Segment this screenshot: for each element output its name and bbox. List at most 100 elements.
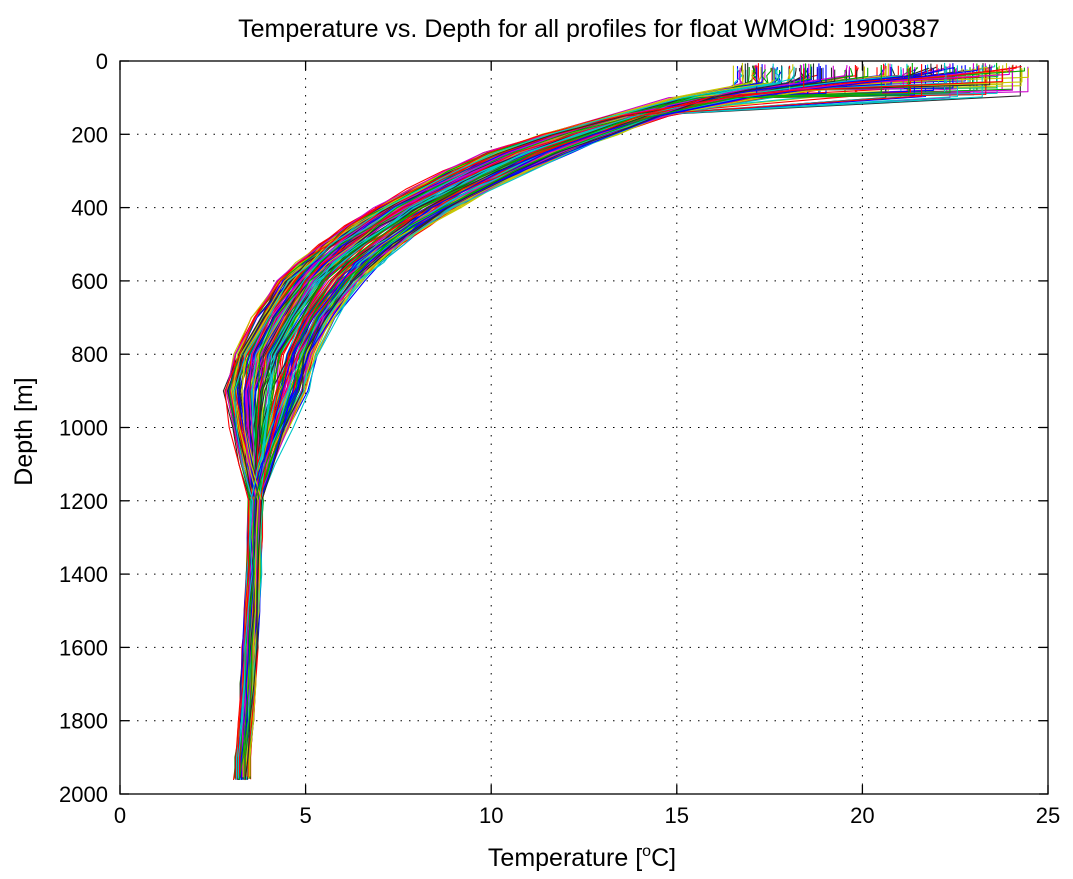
profile-line xyxy=(236,63,951,777)
profile-line xyxy=(236,69,998,780)
profile-line xyxy=(245,63,885,776)
profile-line xyxy=(244,63,886,776)
profile-line xyxy=(246,65,909,778)
profile-line xyxy=(242,68,974,777)
profile-line xyxy=(242,67,975,778)
profile-line xyxy=(236,67,833,778)
profile-line xyxy=(244,65,848,780)
profile-line xyxy=(236,68,1023,777)
profile-line xyxy=(247,68,885,777)
profile-line xyxy=(240,66,896,780)
profile-line xyxy=(248,68,887,778)
profiles xyxy=(222,62,1029,781)
profile-line xyxy=(233,64,923,777)
profile-line xyxy=(246,64,929,777)
profile-line xyxy=(236,66,911,780)
profile-line xyxy=(242,63,986,777)
profile-line xyxy=(241,63,889,776)
y-tick-label: 0 xyxy=(96,49,108,74)
profile-line xyxy=(246,67,902,779)
profile-line xyxy=(244,68,820,779)
profile-line xyxy=(238,66,1022,779)
profile-line xyxy=(231,64,945,778)
profile-line xyxy=(241,66,988,780)
profile-line xyxy=(246,65,983,777)
profile-line xyxy=(238,68,1022,779)
profile-line xyxy=(241,65,966,780)
profile-line xyxy=(243,65,958,780)
profile-line xyxy=(239,67,878,777)
profile-line xyxy=(248,67,882,778)
profile-line xyxy=(244,68,1003,778)
profile-line xyxy=(236,69,850,778)
profile-line xyxy=(242,67,933,780)
profile-line xyxy=(243,64,938,777)
y-tick-label: 2000 xyxy=(59,782,108,807)
profile-line xyxy=(240,68,985,777)
profile-line xyxy=(237,69,836,780)
profile-line xyxy=(236,66,865,778)
profile-line xyxy=(227,67,955,780)
profile-line xyxy=(231,67,947,779)
profile-line xyxy=(239,67,916,779)
profile-line xyxy=(238,69,956,777)
profile-line xyxy=(239,63,984,778)
ticks: 0 5 10 15 20 25 0 200 400 600 800 1000 1200 1400 1600 1… xyxy=(59,49,1060,828)
profile-line xyxy=(245,66,918,780)
profile-line xyxy=(230,65,993,778)
profile-line xyxy=(249,67,948,779)
profile-line xyxy=(250,67,859,780)
profile-line xyxy=(248,69,957,779)
profile-line xyxy=(241,67,971,779)
profile-line xyxy=(247,66,818,778)
profile-line xyxy=(243,67,992,779)
profile-line xyxy=(247,65,963,780)
profile-line xyxy=(243,70,846,779)
profile-line xyxy=(235,65,947,780)
profile-line xyxy=(244,67,869,778)
profile-line xyxy=(241,68,928,777)
profile-line xyxy=(248,66,851,777)
profile-line xyxy=(240,67,999,778)
x-axis-label-main: Temperature [ xyxy=(488,844,642,872)
profile-line xyxy=(244,68,805,780)
profile-line xyxy=(234,64,951,777)
profile-line xyxy=(235,69,915,776)
profile-line xyxy=(241,68,904,776)
profile-line xyxy=(228,65,882,776)
profile-line xyxy=(235,69,964,779)
profile-line xyxy=(234,64,864,779)
profile-line xyxy=(230,68,989,779)
profile-line xyxy=(242,67,932,778)
profile-line xyxy=(248,69,969,779)
x-tick-label: 20 xyxy=(850,803,874,828)
profile-line xyxy=(247,65,1017,778)
profile-line xyxy=(241,69,812,779)
profile-line xyxy=(245,69,902,780)
profile-line xyxy=(226,69,858,780)
y-tick-label: 1200 xyxy=(59,489,108,514)
profile-line xyxy=(238,67,887,778)
profile-line xyxy=(244,63,974,779)
profile-line xyxy=(240,68,934,780)
profile-line xyxy=(249,67,1025,779)
profile-line xyxy=(235,68,822,776)
profile-line xyxy=(242,63,891,777)
profile-line xyxy=(233,68,908,780)
y-tick-label: 400 xyxy=(71,196,108,221)
profile-line xyxy=(245,65,1013,780)
profile-line xyxy=(237,68,932,777)
profile-line xyxy=(238,65,834,779)
profile-line xyxy=(240,64,996,780)
y-tick-label: 1400 xyxy=(59,562,108,587)
profile-line xyxy=(243,67,955,777)
x-tick-label: 5 xyxy=(299,803,311,828)
x-tick-label: 10 xyxy=(479,803,503,828)
y-tick-label: 1000 xyxy=(59,416,108,441)
plot-frame xyxy=(119,60,1049,795)
y-tick-label: 800 xyxy=(71,342,108,367)
profile-line xyxy=(235,65,954,777)
profile-line xyxy=(243,67,951,780)
profile-line xyxy=(226,65,886,779)
profile-line xyxy=(232,68,821,778)
